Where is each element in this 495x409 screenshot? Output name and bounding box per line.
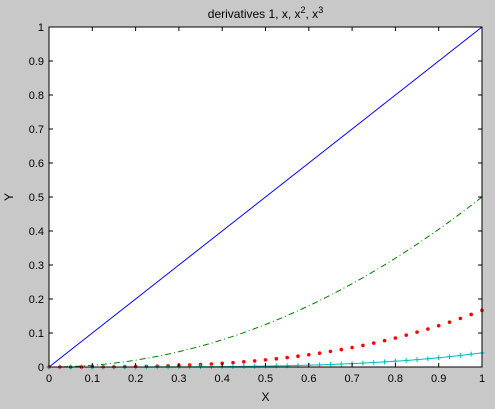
series-3-point [231,360,235,365]
y-tick-label: 0.6 [29,158,44,170]
series-3-point [415,330,419,334]
y-tick-label: 0.8 [29,90,44,102]
series-4-point [382,359,388,365]
x-tick-label: 0.7 [344,373,359,385]
x-tick-label: 0.8 [388,373,403,385]
series-3-point [458,316,463,321]
y-tick-label: 0.4 [29,226,44,238]
x-axis: 0 0.1 0.2 0.3 0.4 0.5 0.6 0.7 0.8 0.9 1 [46,27,485,385]
x-tick-label: 0.3 [171,373,186,385]
title-exponent-3: 3 [318,5,323,15]
x-tick-label: 0.9 [431,373,446,385]
y-tick-label: 0 [38,362,44,374]
x-tick-label: 0.6 [301,373,316,385]
y-tick-label: 0.9 [29,56,44,68]
x-tick-label: 0.4 [215,373,230,385]
series-3-point [469,312,473,317]
series-4-point [468,351,474,357]
series-4-point [447,354,453,360]
x-tick-label: 0.5 [258,373,273,385]
series-3-point [317,351,322,355]
series-3-point [242,360,246,364]
series-4-point [273,363,279,369]
y-axis-label: Y [2,193,16,201]
series-3-point [296,354,300,359]
series-4-point [392,358,398,364]
series-3-point [307,352,311,357]
x-tick-label: 0.1 [85,373,100,385]
series-3-point [404,333,409,337]
series-3-point [393,336,398,340]
x-tick-label: 0 [46,373,52,385]
series-3-point [252,359,257,363]
title-exponent-2: 2 [301,5,306,15]
series-4-point [317,362,323,368]
series-3-point [447,320,452,324]
title-middle: , x [306,7,319,21]
series-3-point [436,323,441,328]
x-axis-label: X [261,390,269,404]
series-4-point [457,352,463,358]
series-4-point [252,363,258,369]
y-tick-label: 0.1 [29,328,44,340]
x-tick-label: 1 [479,373,485,385]
series-line-2 [48,196,483,368]
series-3-point [371,341,376,345]
y-tick-label: 1 [38,22,44,34]
series-3-point [328,349,333,354]
series-3-point [274,357,279,361]
series-3-point [209,362,214,366]
series-3-point [382,338,387,343]
y-tick-label: 0.7 [29,124,44,136]
series-4-point [371,360,377,366]
series-4-point [414,357,420,363]
series-4-point [436,355,442,361]
y-tick-label: 0.2 [29,294,44,306]
x-tick-label: 0.2 [128,373,143,385]
series-3-point [285,355,289,360]
series-line-1 [48,26,483,368]
y-axis: 0 0.1 0.2 0.3 0.4 0.5 0.6 0.7 0.8 0.9 1 [29,22,482,374]
title-prefix: derivatives 1, x, x [208,7,301,21]
series-3-point [361,343,365,348]
series-3-point [350,345,354,350]
series-4-point [403,357,409,363]
series-4-point [425,356,431,362]
series-4-point [338,361,344,367]
series-3-point [263,358,268,362]
chart-title: derivatives 1, x, x2, x3 [208,5,323,21]
y-tick-label: 0.5 [29,192,44,204]
series-4-point [327,361,333,367]
series-4-point [241,363,247,369]
series-3-point [339,347,344,352]
series-4-point [360,360,366,366]
y-tick-label: 0.3 [29,260,44,272]
series-3-point [426,327,430,331]
